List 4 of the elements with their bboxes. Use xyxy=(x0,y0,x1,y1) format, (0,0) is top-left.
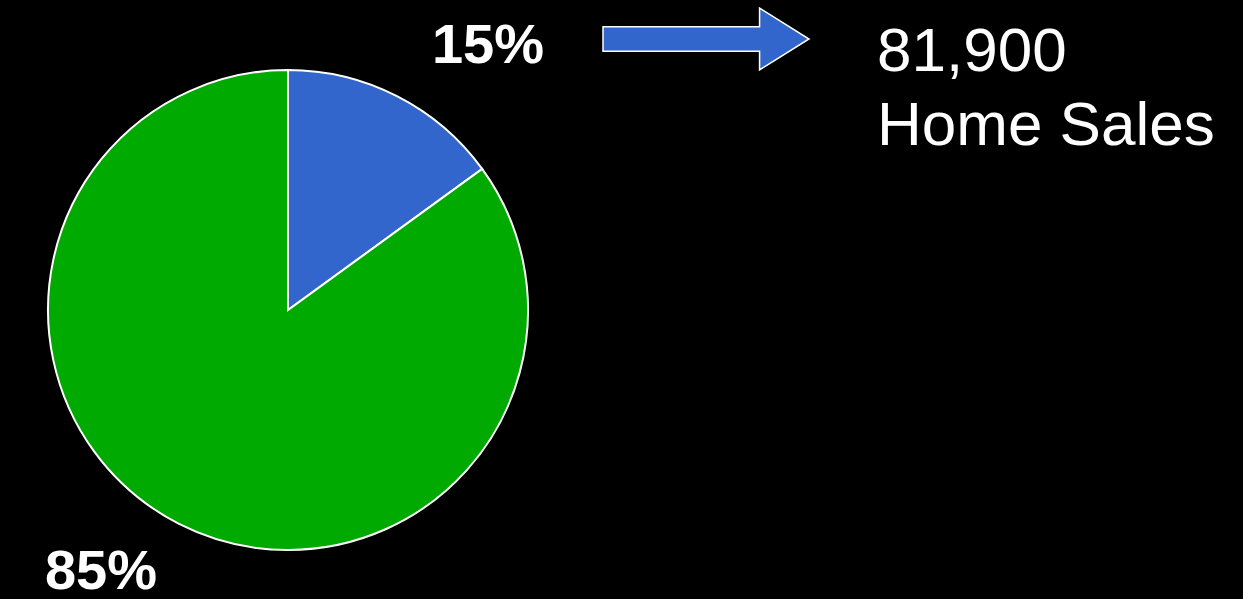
data-label: 85% xyxy=(44,538,158,599)
text: 81,900 Home Sales xyxy=(877,15,1215,158)
data-label: 15% xyxy=(431,12,545,75)
pie-slice xyxy=(47,69,529,551)
